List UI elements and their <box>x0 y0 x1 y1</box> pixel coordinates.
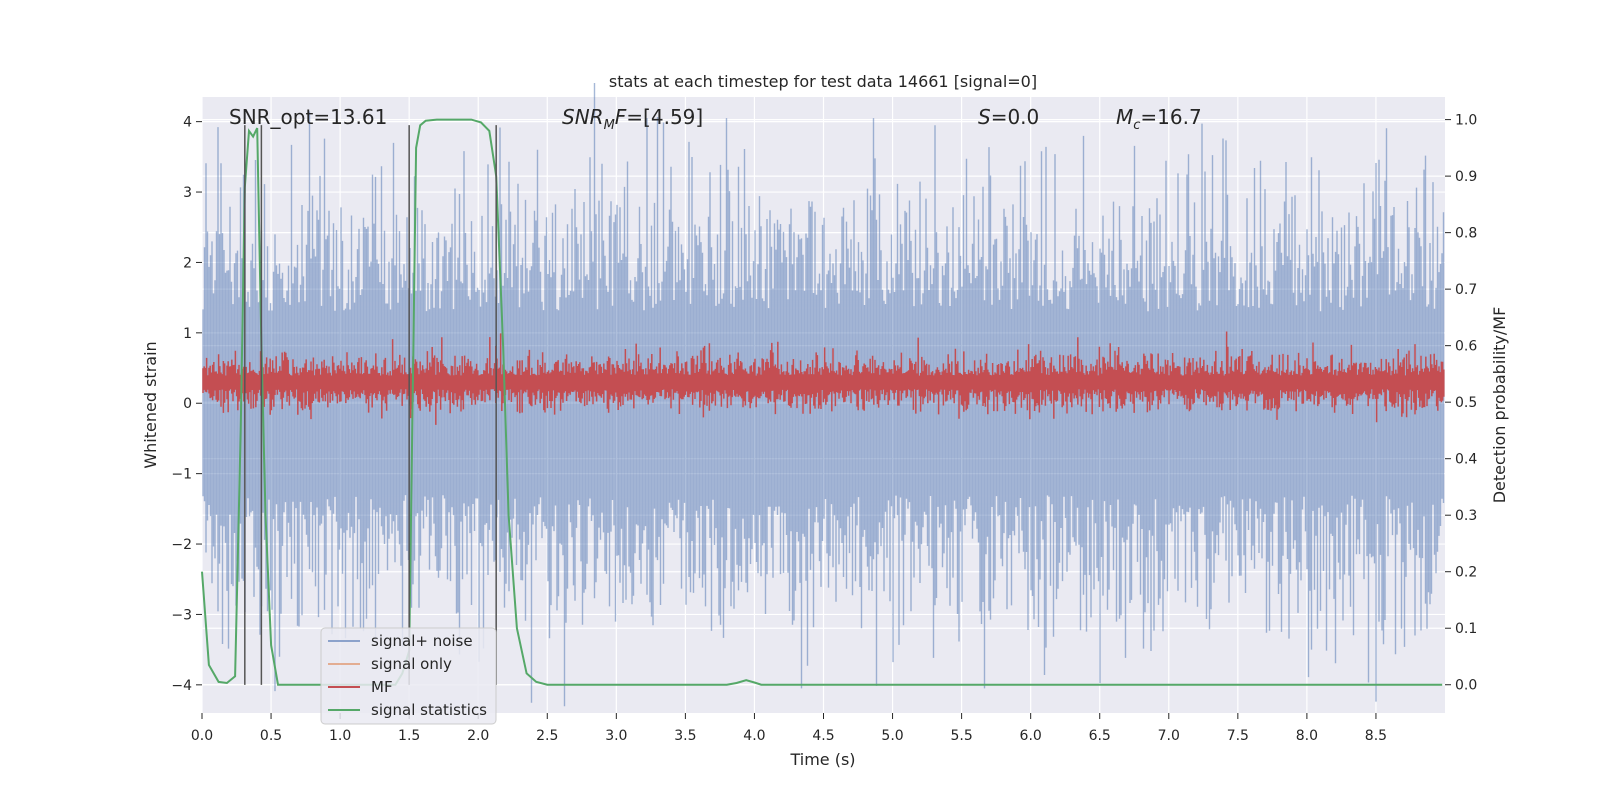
tick-label-x: 8.0 <box>1296 728 1318 744</box>
tick-label-x: 7.5 <box>1227 728 1249 744</box>
tick-label-x: 3.5 <box>674 728 696 744</box>
tick-label-x: 1.5 <box>398 728 420 744</box>
tick-label-x: 4.0 <box>743 728 765 744</box>
legend-label-mf: MF <box>371 678 393 696</box>
series-layer <box>201 83 1445 707</box>
tick-label-right: 0.3 <box>1455 508 1477 524</box>
tick-label-x: 5.0 <box>881 728 903 744</box>
tick-label-left: −2 <box>171 537 192 553</box>
tick-label-left: −3 <box>171 607 192 623</box>
tick-label-x: 8.5 <box>1365 728 1387 744</box>
tick-label-right: 0.2 <box>1455 565 1477 581</box>
marker-lines <box>244 125 497 685</box>
tick-label-left: −4 <box>171 678 192 694</box>
tick-label-x: 6.5 <box>1089 728 1111 744</box>
chart-title: stats at each timestep for test data 146… <box>609 72 1037 91</box>
tick-label-left: 1 <box>183 326 192 342</box>
tick-label-x: 0.0 <box>191 728 213 744</box>
tick-label-right: 0.5 <box>1455 395 1477 411</box>
annotation-snr-opt: SNR_opt=13.61 <box>229 105 387 129</box>
tick-label-x: 3.0 <box>605 728 627 744</box>
tick-label-right: 0.0 <box>1455 678 1477 694</box>
tick-label-right: 1.0 <box>1455 113 1477 129</box>
x-axis-ticks: 0.0 0.5 1.0 1.5 2.0 2.5 3.0 3.5 4.0 4.5 5.0 5.5 6.0 6… <box>191 713 1387 744</box>
tick-label-right: 0.7 <box>1455 282 1477 298</box>
legend-box <box>320 627 497 725</box>
tick-label-x: 5.5 <box>950 728 972 744</box>
legend: signal+ noise signal only MF signal stat… <box>320 627 497 725</box>
x-axis-label: Time (s) <box>789 750 855 769</box>
tick-label-x: 6.0 <box>1020 728 1042 744</box>
legend-label-signal-noise: signal+ noise <box>371 632 473 650</box>
tick-label-left: 3 <box>183 185 192 201</box>
tick-label-right: 0.1 <box>1455 621 1477 637</box>
tick-label-x: 4.5 <box>812 728 834 744</box>
tick-label-right: 0.8 <box>1455 226 1477 242</box>
tick-label-left: 0 <box>183 396 192 412</box>
tick-label-x: 1.0 <box>329 728 351 744</box>
annotation-snr-mf: SNRMF=[4.59] <box>562 105 703 133</box>
y-axis-left-ticks: 4 3 2 1 0 −1 −2 −3 −4 <box>171 115 202 694</box>
tick-label-left: −1 <box>171 467 192 483</box>
tick-label-left: 4 <box>183 115 192 131</box>
y-axis-right-label: Detection probability/MF <box>1490 307 1509 504</box>
tick-label-x: 0.5 <box>260 728 282 744</box>
series-mf <box>202 331 1445 425</box>
tick-label-x: 2.0 <box>467 728 489 744</box>
legend-label-signal-only: signal only <box>371 655 452 673</box>
tick-label-right: 0.4 <box>1455 452 1477 468</box>
y-axis-right-ticks: 1.0 0.9 0.8 0.7 0.6 0.5 0.4 0.3 0.2 0.1 0.0 <box>1445 113 1477 694</box>
tick-label-right: 0.6 <box>1455 339 1477 355</box>
annotation-mc: Mc=16.7 <box>1116 105 1202 133</box>
tick-label-x: 2.5 <box>536 728 558 744</box>
y-axis-left-label: Whitened strain <box>141 341 160 468</box>
legend-label-signal-statistics: signal statistics <box>371 701 487 719</box>
annotation-s: S=0.0 <box>978 105 1039 129</box>
tick-label-left: 2 <box>183 255 192 271</box>
tick-label-right: 0.9 <box>1455 169 1477 185</box>
annotations: SNR_opt=13.61 SNRMF=[4.59] S=0.0 Mc=16.7 <box>229 105 1202 133</box>
tick-label-x: 7.0 <box>1158 728 1180 744</box>
